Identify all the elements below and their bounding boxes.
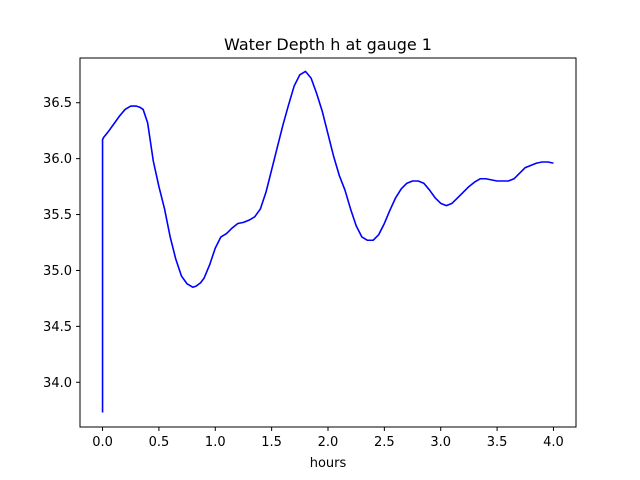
- plot-area-frame: [79, 57, 577, 428]
- y-tick-label: 36.0: [43, 152, 72, 167]
- chart-title: Water Depth h at gauge 1: [224, 35, 432, 54]
- water-depth-series-line: [101, 70, 554, 413]
- y-tick-label: 35.0: [43, 264, 72, 279]
- y-tick-label: 34.5: [43, 320, 72, 335]
- x-axis-title: hours: [310, 456, 347, 471]
- y-axis-ticks: 34.0 34.5 35.0 35.5 36.0 36.5: [43, 96, 80, 391]
- x-tick-label: 1.5: [261, 435, 282, 450]
- x-tick-label: 1.0: [205, 435, 226, 450]
- x-tick-label: 0.0: [92, 435, 113, 450]
- y-tick-label: 34.0: [43, 376, 72, 391]
- x-tick-label: 2.0: [318, 435, 339, 450]
- series-layer: [101, 70, 554, 413]
- x-axis-ticks: 0.0 0.5 1.0 1.5 2.0 2.5 3.0 3.5 4.0: [92, 427, 564, 450]
- x-tick-label: 3.5: [487, 435, 508, 450]
- x-tick-label: 4.0: [543, 435, 564, 450]
- x-tick-label: 2.5: [374, 435, 395, 450]
- y-tick-label: 35.5: [43, 208, 72, 223]
- x-tick-label: 0.5: [149, 435, 170, 450]
- x-tick-label: 3.0: [430, 435, 451, 450]
- y-tick-label: 36.5: [43, 96, 72, 111]
